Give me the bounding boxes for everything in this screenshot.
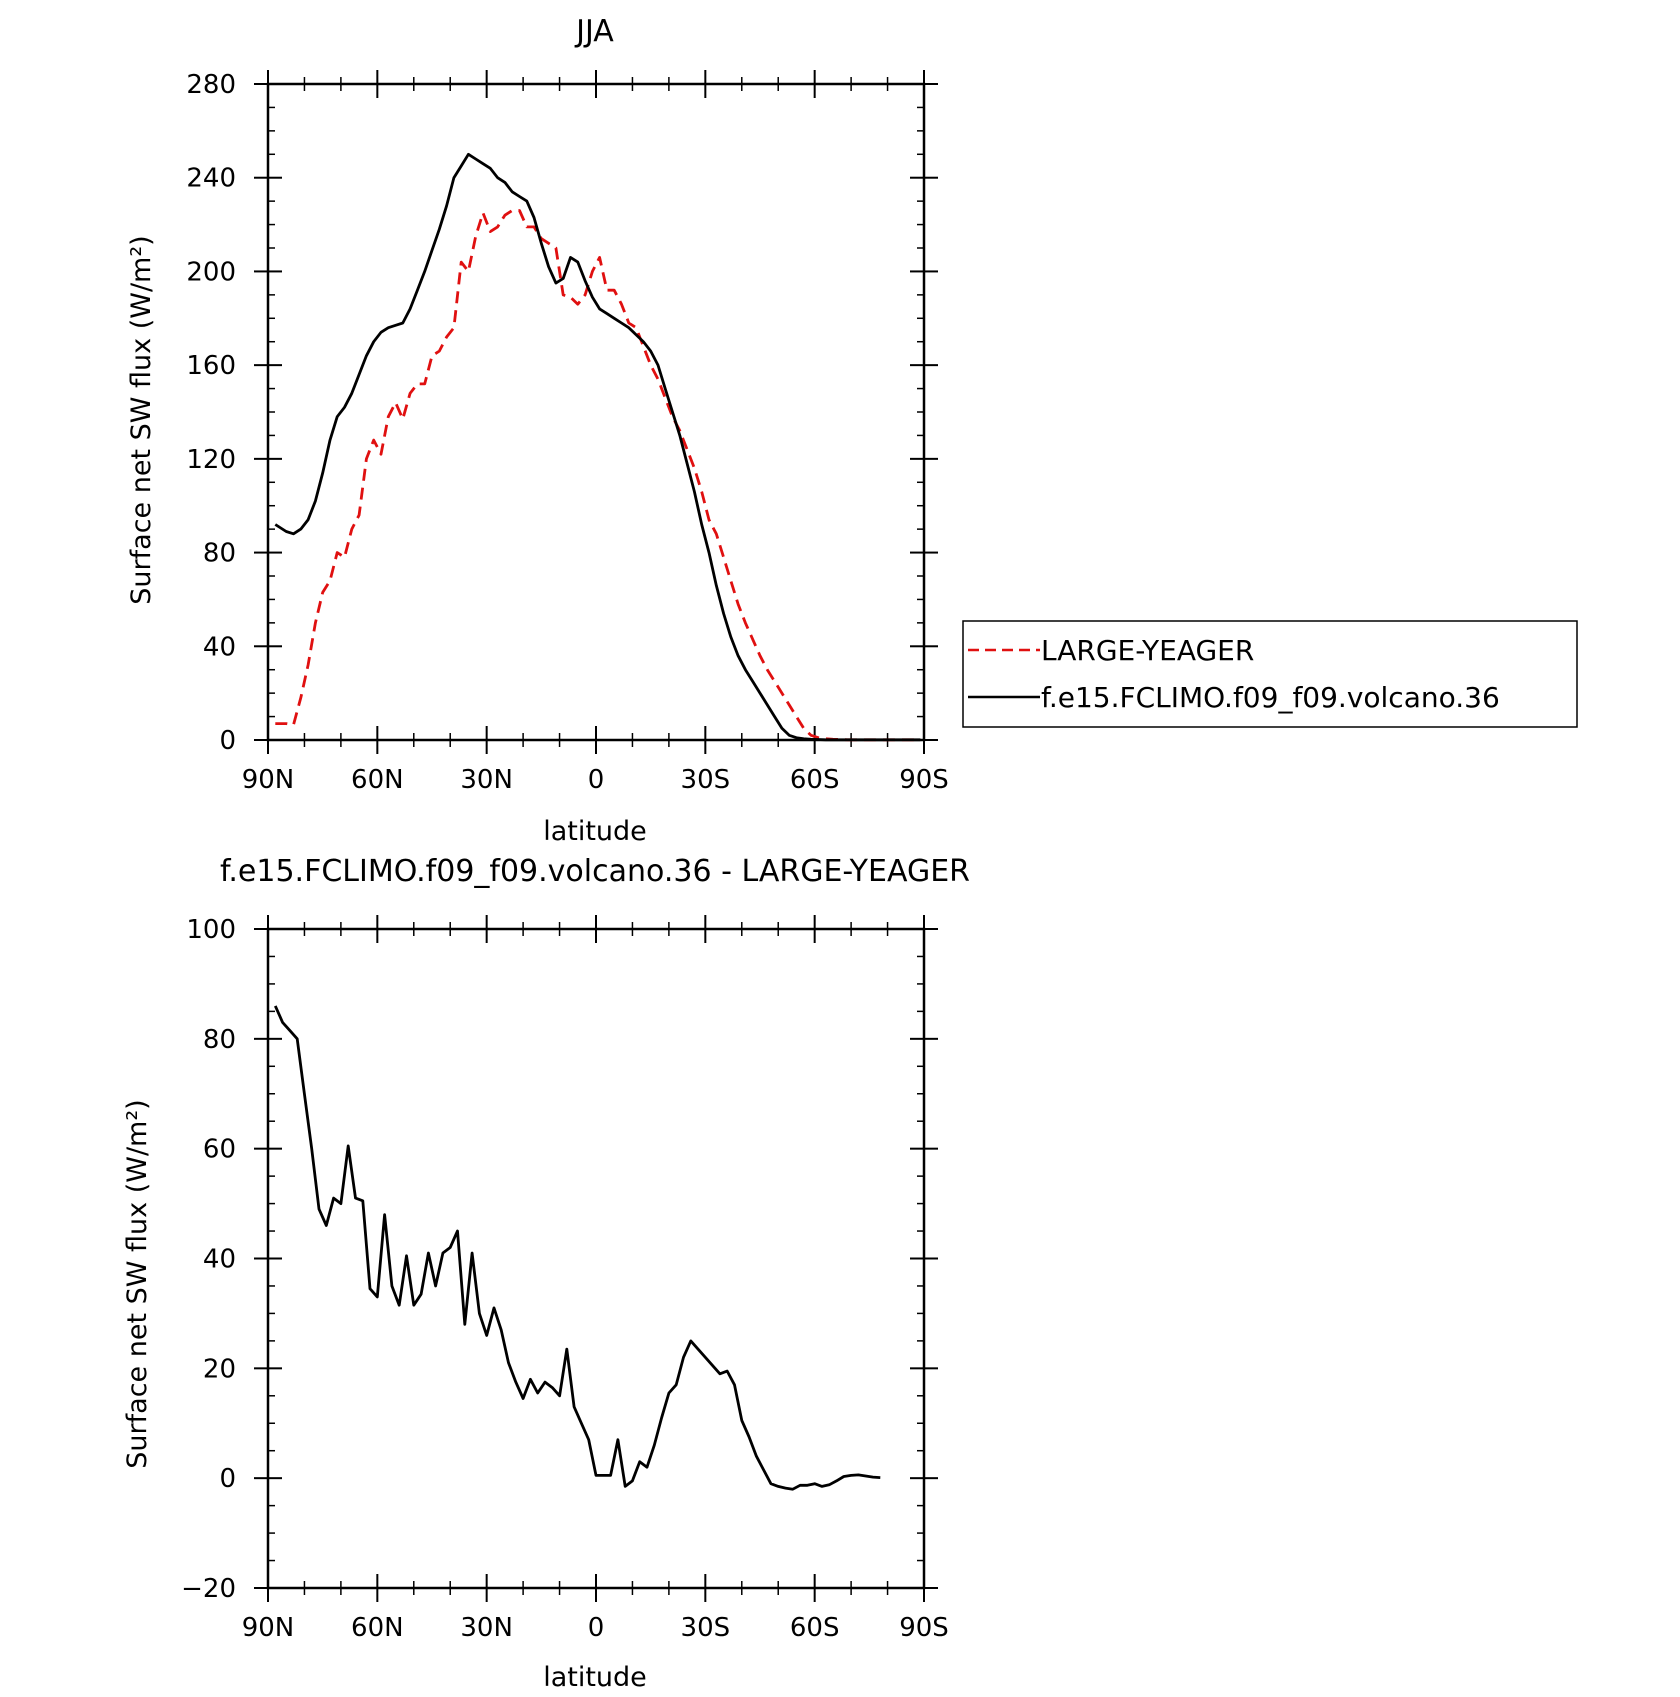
- x-tick-label: 0: [588, 765, 605, 795]
- x-tick-label: 90S: [899, 1613, 949, 1643]
- x-tick-label: 90N: [242, 765, 295, 795]
- series-line-volcano: [274, 152, 921, 742]
- x-tick-label: 30N: [460, 765, 513, 795]
- top-y-axis-label: Surface net SW flux (W/m²): [126, 235, 157, 604]
- y-tick-label: 280: [186, 70, 236, 100]
- x-tick-label: 60N: [351, 1613, 404, 1643]
- x-tick-label: 30N: [460, 1613, 513, 1643]
- bottom-y-axis-label: Surface net SW flux (W/m²): [122, 1099, 153, 1468]
- y-tick-label: 120: [186, 445, 236, 475]
- series-line-large-yeager: [275, 209, 921, 742]
- y-tick-label: 160: [186, 351, 236, 381]
- y-tick-label: 80: [203, 539, 236, 569]
- legend-box: [962, 620, 1578, 728]
- bottom-x-axis-label: latitude: [543, 1662, 647, 1693]
- legend-label-volcano: f.e15.FCLIMO.f09_f09.volcano.36: [1041, 681, 1500, 714]
- y-tick-label: 200: [186, 257, 236, 287]
- legend: LARGE-YEAGER f.e15.FCLIMO.f09_f09.volcan…: [962, 620, 1578, 728]
- y-tick-label: 100: [186, 915, 236, 945]
- bottom-chart-panel: f.e15.FCLIMO.f09_f09.volcano.36 - LARGE-…: [122, 854, 970, 1693]
- y-tick-label: 0: [219, 1464, 236, 1494]
- series-line-difference: [274, 1005, 881, 1491]
- y-tick-label: 80: [203, 1025, 236, 1055]
- top-chart-title: JJA: [574, 14, 614, 49]
- legend-label-large-yeager: LARGE-YEAGER: [1041, 634, 1254, 667]
- plot-frame: [266, 82, 926, 742]
- y-tick-label: −20: [181, 1574, 236, 1604]
- y-tick-label: 40: [203, 1245, 236, 1275]
- x-tick-label: 30S: [681, 765, 731, 795]
- x-tick-label: 60S: [790, 765, 840, 795]
- x-tick-label: 90N: [242, 1613, 295, 1643]
- x-tick-label: 90S: [899, 765, 949, 795]
- top-plot-area: 90N 60N 30N 0 30S 60S 90S 0 40 80 120 160 200 240 280: [186, 70, 949, 795]
- bottom-chart-title: f.e15.FCLIMO.f09_f09.volcano.36 - LARGE-…: [220, 854, 970, 889]
- x-tick-label: 60S: [790, 1613, 840, 1643]
- x-tick-label: 0: [588, 1613, 605, 1643]
- y-tick-label: 20: [203, 1354, 236, 1384]
- y-tick-label: 240: [186, 164, 236, 194]
- x-tick-label: 60N: [351, 765, 404, 795]
- bottom-plot-area: 90N 60N 30N 0 30S 60S 90S −20 0 20 40 60 80 100: [181, 915, 949, 1643]
- y-tick-label: 0: [219, 726, 236, 756]
- y-tick-label: 40: [203, 632, 236, 662]
- top-x-axis-label: latitude: [543, 816, 647, 847]
- y-tick-label: 60: [203, 1135, 236, 1165]
- x-tick-label: 30S: [681, 1613, 731, 1643]
- top-chart-panel: JJA 90N 60N 30N 0 30S 60S 90S 0 40 80 120 160 200 240…: [126, 14, 949, 847]
